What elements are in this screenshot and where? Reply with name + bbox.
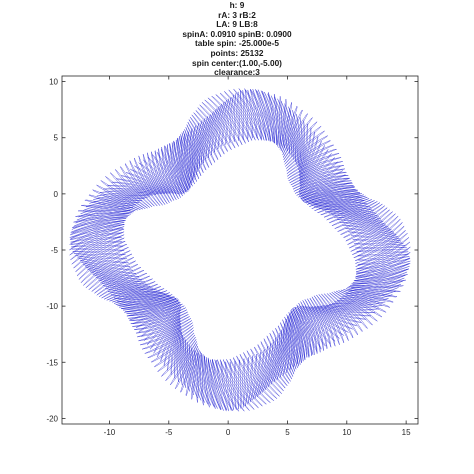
x-tick-label: 10 — [342, 428, 351, 437]
x-tick-label: 5 — [285, 428, 290, 437]
title-line: LA: 9 LB:8 — [216, 19, 258, 30]
title-line: rA: 3 rB:2 — [218, 9, 256, 20]
y-tick-label: 5 — [54, 134, 59, 143]
chart-title: h: 9 rA: 3 rB:2 LA: 9 LB:8 spinA: 0.0910 sp… — [0, 0, 474, 78]
y-tick-label: -15 — [46, 358, 58, 367]
y-tick-label: -5 — [51, 246, 59, 255]
tick-layer: -10 -5 0 5 10 15 10 5 0 -5 -10 -15 -20 — [46, 76, 418, 437]
x-tick-label: -5 — [165, 428, 173, 437]
title-line: h: 9 — [229, 0, 245, 10]
y-tick-label: -10 — [46, 302, 58, 311]
x-tick-label: -10 — [104, 428, 116, 437]
y-tick-label: -20 — [46, 414, 58, 423]
title-line: spin center:(1.00,-5.00) — [192, 57, 282, 68]
x-tick-label: 0 — [226, 428, 231, 437]
curve-layer — [69, 88, 411, 412]
y-tick-label: 10 — [49, 78, 58, 87]
title-line: spinA: 0.0910 spinB: 0.0900 — [182, 28, 292, 39]
title-line: points: 25132 — [210, 47, 264, 58]
title-line: table spin: -25.000e-5 — [195, 38, 279, 49]
y-tick-label: 0 — [54, 190, 59, 199]
x-tick-label: 15 — [402, 428, 411, 437]
axes-box — [61, 75, 419, 425]
title-line: clearance:3 — [214, 67, 260, 78]
curve-trace-b — [69, 89, 411, 412]
